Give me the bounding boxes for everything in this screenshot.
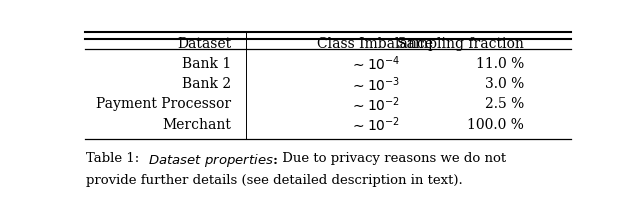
Text: $\sim 10^{-2}$: $\sim 10^{-2}$: [350, 95, 400, 114]
Text: $\sim 10^{-4}$: $\sim 10^{-4}$: [350, 55, 401, 73]
Text: Class Imbalance: Class Imbalance: [317, 37, 433, 51]
Text: Bank 2: Bank 2: [182, 77, 231, 91]
Text: 100.0 %: 100.0 %: [467, 118, 524, 132]
Text: Dataset: Dataset: [177, 37, 231, 51]
Text: 11.0 %: 11.0 %: [476, 57, 524, 71]
Text: $\mathit{Dataset\ properties}$:: $\mathit{Dataset\ properties}$:: [148, 152, 278, 169]
Text: $\sim 10^{-2}$: $\sim 10^{-2}$: [350, 115, 400, 134]
Text: Table 1:: Table 1:: [86, 152, 148, 165]
Text: Due to privacy reasons we do not: Due to privacy reasons we do not: [278, 152, 506, 165]
Text: 2.5 %: 2.5 %: [484, 97, 524, 112]
Text: Sampling fraction: Sampling fraction: [397, 37, 524, 51]
Text: $\sim 10^{-3}$: $\sim 10^{-3}$: [350, 75, 400, 93]
Text: Payment Processor: Payment Processor: [96, 97, 231, 112]
Text: provide further details (see detailed description in text).: provide further details (see detailed de…: [86, 174, 463, 187]
Text: Merchant: Merchant: [163, 118, 231, 132]
Text: Bank 1: Bank 1: [182, 57, 231, 71]
Text: 3.0 %: 3.0 %: [484, 77, 524, 91]
